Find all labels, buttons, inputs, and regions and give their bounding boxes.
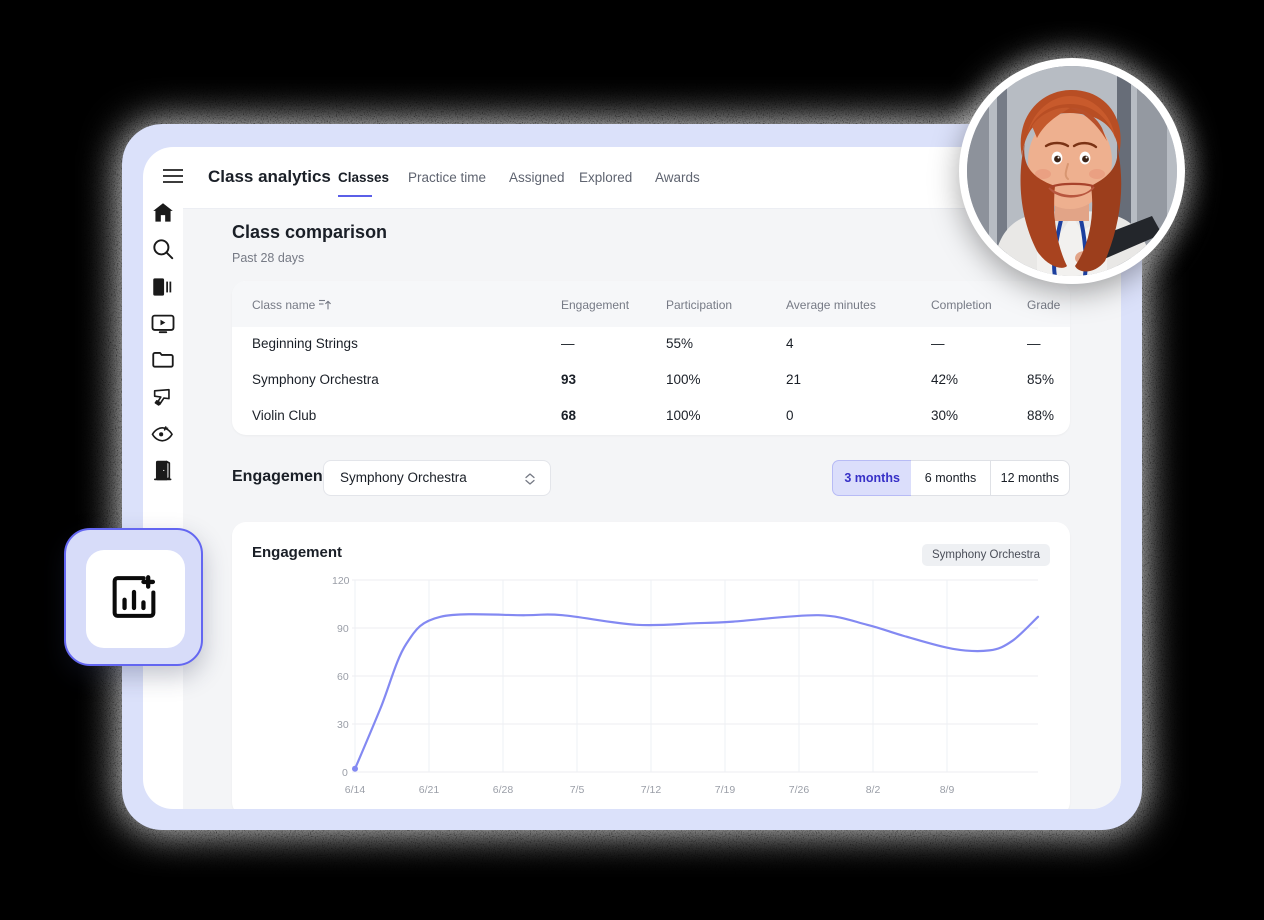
svg-text:60: 60 xyxy=(337,671,349,683)
svg-text:8/9: 8/9 xyxy=(940,784,955,796)
svg-text:6/21: 6/21 xyxy=(419,784,440,796)
svg-text:0: 0 xyxy=(342,767,348,779)
svg-text:7/26: 7/26 xyxy=(789,784,810,796)
svg-text:30: 30 xyxy=(337,719,349,731)
svg-text:120: 120 xyxy=(332,575,350,587)
svg-text:90: 90 xyxy=(337,623,349,635)
svg-text:7/5: 7/5 xyxy=(570,784,585,796)
svg-text:8/2: 8/2 xyxy=(866,784,881,796)
svg-text:7/19: 7/19 xyxy=(715,784,736,796)
svg-text:6/14: 6/14 xyxy=(345,784,366,796)
svg-text:6/28: 6/28 xyxy=(493,784,514,796)
svg-text:7/12: 7/12 xyxy=(641,784,662,796)
